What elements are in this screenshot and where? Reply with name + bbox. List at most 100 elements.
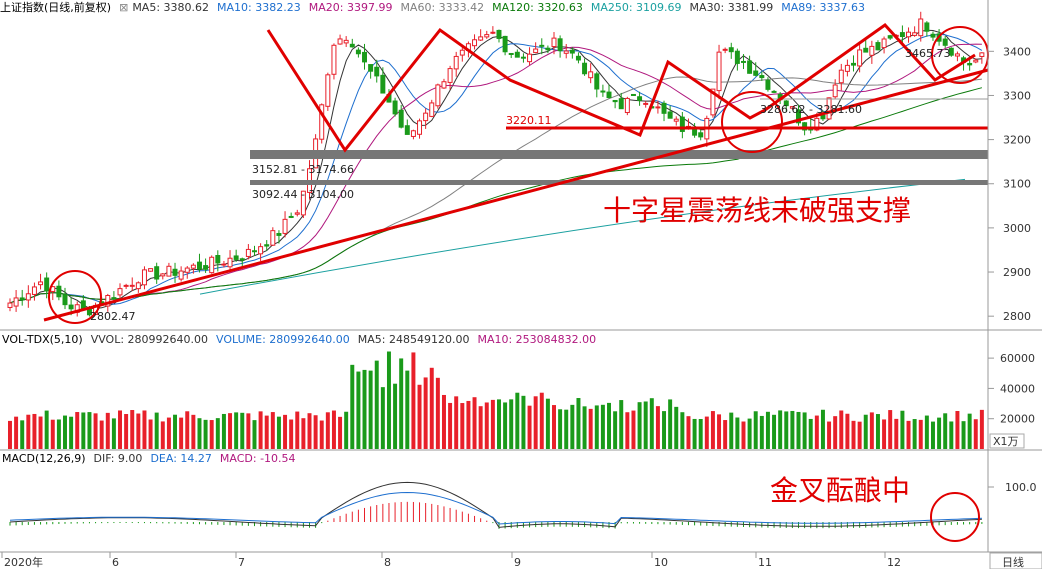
volume-bar [857,421,862,449]
highlight-circle [721,91,783,153]
candle-body [459,49,465,56]
volume-bar [484,402,489,449]
candle-body [606,91,612,99]
candle-body [569,49,575,54]
candle-body [435,84,441,107]
volume-bar [497,399,501,449]
candle-body [392,100,398,115]
candle-body [490,31,496,34]
candle-body [527,53,533,63]
volume-bar [386,351,391,449]
ma-line [9,29,982,310]
y-tick-label: 3400 [1003,45,1031,58]
volume-bar [558,409,563,449]
high-label: 3465.73 [905,47,951,60]
candle-body [869,45,875,56]
highlight-circle [930,492,980,542]
volume-bar [827,421,832,449]
volume-bar [50,419,55,449]
volume-bar [619,400,624,449]
volume-bar [478,406,483,449]
candle-body [637,96,643,101]
candle-body [698,132,704,138]
candle-body [374,66,380,77]
volume-bar [252,420,257,449]
candle-body [618,98,624,110]
volume-bar [570,404,575,449]
legend-item: VOLUME: 280992640.00 [216,333,350,346]
candle-body [881,38,887,49]
candle-body [117,288,123,296]
volume-bar [869,412,874,449]
volume-bar [179,417,184,449]
volume-bar [142,410,147,449]
candle-body [802,122,808,131]
legend-item: MA60: 3333.42 [400,1,485,14]
volume-bar [69,416,74,449]
candle-body [337,38,343,45]
settings-icon[interactable]: ⊠ [119,1,129,14]
legend-item: DIF: 9.00 [93,452,143,465]
candle-body [759,75,765,79]
candle-body [343,39,349,44]
legend-item: MA10: 3382.23 [217,1,301,14]
volume-bar [93,413,98,449]
candle-body [557,38,563,52]
volume-bar [820,409,825,449]
candle-body [349,43,355,48]
volume-bar [875,414,880,449]
volume-bar [185,411,190,449]
candle-body [630,93,636,96]
y-tick-label: 3000 [1003,222,1031,235]
volume-bar [350,364,355,449]
candle-body [178,270,184,280]
x-tick-label: 11 [758,556,772,569]
volume-bar [753,411,758,449]
volume-bar [503,402,508,449]
candle-body [209,256,215,274]
x-tick-label: 12 [887,556,901,569]
candle-body [851,62,856,66]
volume-bar [160,421,165,449]
volume-bar [937,417,942,449]
candle-body [796,109,801,124]
volume-bar [533,396,538,449]
volume-bar [704,416,709,449]
y-tick-label: 20000 [1000,413,1035,426]
volume-bar [778,410,783,449]
wave-line [266,23,976,153]
period-box [989,552,1042,569]
volume-bar [900,410,905,449]
volume-bar [600,404,605,449]
volume-bar [594,405,599,449]
volume-bar [441,394,446,449]
candle-body [453,55,459,70]
candle-body [478,36,484,41]
volume-bar [331,410,336,449]
volume-bar [374,360,379,449]
x-tick-label: 2020年 [4,555,43,569]
candle-body [288,215,294,218]
volume-bar [295,411,300,449]
candle-body [404,125,410,135]
candle-body [789,106,795,109]
volume-bar [912,419,917,449]
volume-bar [735,417,740,449]
candle-body [771,90,777,93]
legend-item: MA120: 3320.63 [492,1,583,14]
volume-bar [264,415,269,449]
macd-legend: DIF: 9.00 DEA: 14.27 MACD: -10.54 [94,452,304,465]
volume-bar [289,419,294,449]
volume-bar [362,369,367,449]
volume-bar [973,419,978,449]
volume-bar [680,412,685,449]
volume-bar [668,399,673,449]
volume-bar [625,412,630,449]
candle-body [679,116,685,132]
candle-body [912,32,918,36]
candle-body [203,265,209,270]
candle-body [252,250,257,253]
volume-bar [784,411,789,449]
candle-body [368,64,374,72]
